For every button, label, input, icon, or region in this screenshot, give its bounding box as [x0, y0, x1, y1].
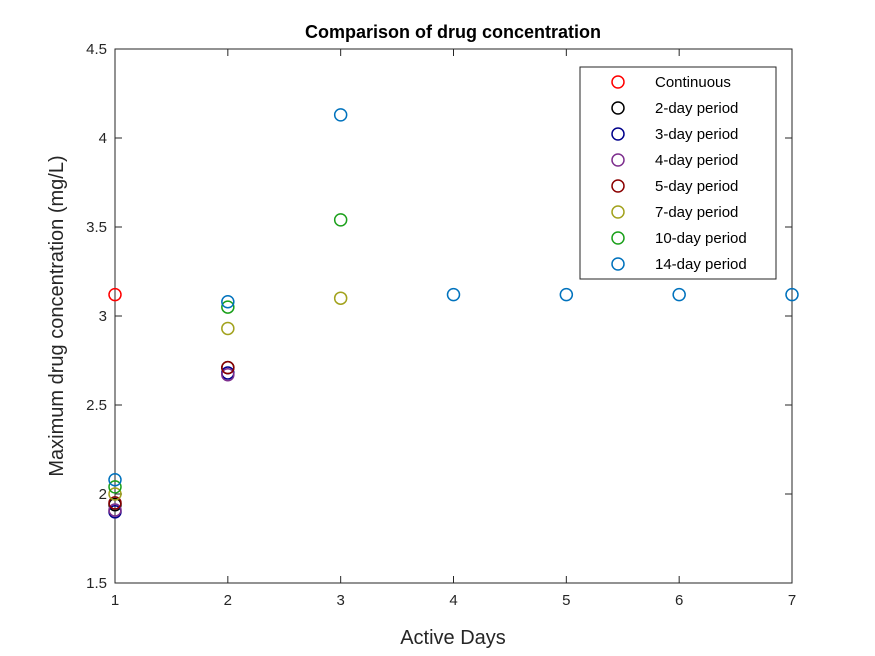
legend-marker — [611, 205, 625, 219]
data-point — [108, 496, 122, 510]
legend-label: Continuous — [655, 74, 731, 91]
legend-item: 3-day period — [611, 126, 738, 143]
x-tick-label: 7 — [788, 592, 796, 609]
data-point — [333, 291, 348, 305]
x-axis-title: Active Days — [400, 627, 506, 649]
data-point — [108, 480, 122, 494]
legend-item: 14-day period — [611, 256, 747, 273]
data-point — [108, 473, 122, 487]
legend-label: 4-day period — [655, 152, 738, 169]
x-tick-label: 2 — [224, 592, 232, 609]
legend: Continuous 2-day period 3-day period 4-day … — [579, 66, 777, 280]
x-tick-label: 6 — [675, 592, 683, 609]
legend-item: 10-day period — [611, 230, 747, 247]
chart-title: Comparison of drug concentration — [305, 22, 601, 42]
y-tick-label: 2 — [99, 486, 107, 503]
legend-marker — [611, 75, 625, 89]
x-tick-label: 4 — [449, 592, 457, 609]
data-point — [108, 487, 122, 501]
x-tick-label: 1 — [111, 592, 119, 609]
y-tick-label: 2.5 — [86, 397, 107, 414]
y-tick-label: 4.5 — [86, 41, 107, 58]
legend-item: 5-day period — [611, 178, 738, 195]
data-point — [221, 300, 235, 314]
legend-label: 7-day period — [655, 204, 738, 221]
legend-label: 5-day period — [655, 178, 738, 195]
legend-box — [579, 66, 777, 280]
data-point — [446, 287, 461, 302]
series-6 — [108, 291, 348, 501]
y-tick-label: 3 — [99, 308, 107, 325]
data-point — [333, 213, 348, 227]
series-5 — [108, 360, 235, 510]
data-point — [785, 287, 799, 302]
data-point — [221, 295, 235, 309]
data-point — [559, 287, 574, 302]
data-point — [672, 287, 686, 302]
data-point — [221, 360, 235, 375]
data-point — [221, 367, 235, 382]
y-axis-title: Maximum drug concentration (mg/L) — [46, 155, 68, 476]
legend-marker — [611, 257, 625, 271]
series-8 — [108, 108, 799, 487]
data-point — [108, 503, 122, 517]
legend-marker — [611, 179, 625, 193]
legend-label: 10-day period — [655, 230, 747, 247]
series-7 — [108, 213, 348, 494]
legend-item: 7-day period — [611, 204, 738, 221]
axis-ticks: 1 2 3 4 5 6 7 1.5 2 2.5 3 3.5 4 4.5 — [86, 41, 796, 609]
data-point — [221, 321, 235, 336]
legend-marker — [611, 101, 625, 115]
y-tick-label: 4 — [99, 130, 107, 147]
legend-item: Continuous — [611, 74, 731, 91]
legend-marker — [611, 153, 625, 167]
legend-marker — [611, 231, 625, 245]
data-point — [333, 108, 348, 122]
legend-label: 14-day period — [655, 256, 747, 273]
data-point — [108, 287, 122, 302]
legend-marker — [611, 127, 625, 141]
x-tick-label: 3 — [336, 592, 344, 609]
legend-item: 4-day period — [611, 152, 738, 169]
legend-item: 2-day period — [611, 100, 738, 117]
series-1 — [108, 287, 122, 302]
x-tick-label: 5 — [562, 592, 570, 609]
legend-label: 2-day period — [655, 100, 738, 117]
y-tick-label: 1.5 — [86, 575, 107, 592]
series-4 — [108, 367, 235, 517]
y-tick-label: 3.5 — [86, 219, 107, 236]
data-points — [108, 108, 799, 519]
legend-label: 3-day period — [655, 126, 738, 143]
